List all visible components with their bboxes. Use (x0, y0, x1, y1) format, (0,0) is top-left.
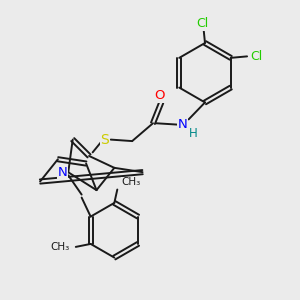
Text: Cl: Cl (250, 50, 262, 63)
Text: CH₃: CH₃ (122, 177, 141, 187)
Text: H: H (189, 127, 197, 140)
Text: CH₃: CH₃ (51, 242, 70, 252)
Text: S: S (100, 133, 109, 147)
Text: N: N (58, 166, 68, 179)
Text: O: O (154, 89, 165, 102)
Text: Cl: Cl (196, 17, 208, 30)
Text: N: N (178, 118, 188, 130)
